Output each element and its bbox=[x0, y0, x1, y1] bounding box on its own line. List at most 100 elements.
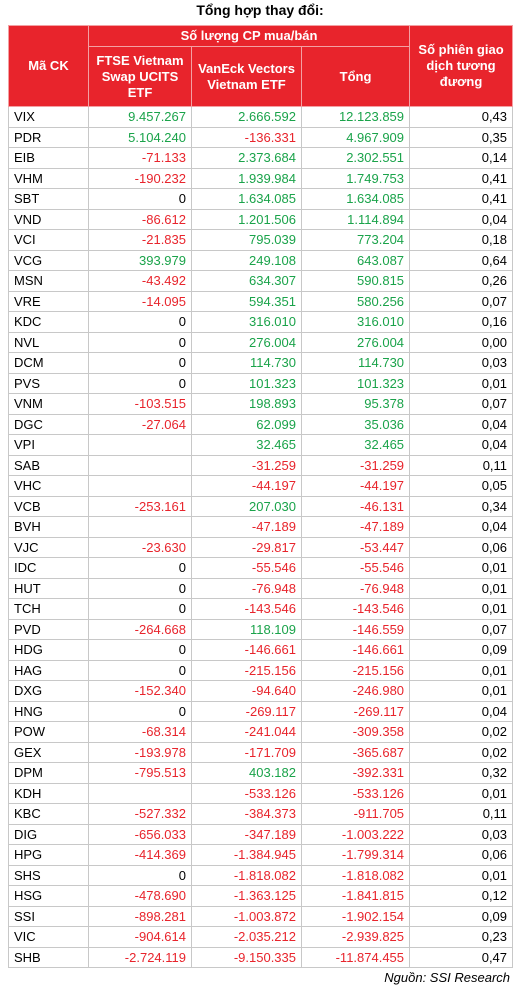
cell: 0,04 bbox=[409, 516, 514, 538]
cell: -215.156 bbox=[300, 659, 411, 681]
cell: -533.126 bbox=[300, 782, 411, 804]
cell: 0,01 bbox=[409, 372, 514, 394]
table-row: GEX -193.978 -171.709 -365.687 0,02 bbox=[8, 741, 514, 763]
cell: 0,07 bbox=[409, 393, 514, 415]
table-row: TCH 0 -143.546 -143.546 0,01 bbox=[8, 598, 514, 620]
stock-code: SHS bbox=[8, 864, 89, 886]
cell: 0,23 bbox=[409, 926, 514, 948]
table-row: VCG 393.979 249.108 643.087 0,64 bbox=[8, 249, 514, 271]
table-row: PDR 5.104.240 -136.331 4.967.909 0,35 bbox=[8, 126, 514, 148]
stock-code: IDC bbox=[8, 557, 89, 579]
cell: 1.749.753 bbox=[300, 167, 411, 189]
table-row: VNM -103.515 198.893 95.378 0,07 bbox=[8, 393, 514, 415]
cell: 0,01 bbox=[409, 782, 514, 804]
stock-code: BVH bbox=[8, 516, 89, 538]
cell: 95.378 bbox=[300, 393, 411, 415]
cell: 0,02 bbox=[409, 741, 514, 763]
cell: 590.815 bbox=[300, 270, 411, 292]
stock-code: DCM bbox=[8, 352, 89, 374]
table-row: HSG -478.690 -1.363.125 -1.841.815 0,12 bbox=[8, 885, 514, 907]
cell: 0,02 bbox=[409, 721, 514, 743]
cell: 32.465 bbox=[300, 434, 411, 456]
cell: 773.204 bbox=[300, 229, 411, 251]
cell: 0,04 bbox=[409, 208, 514, 230]
cell: -146.661 bbox=[300, 639, 411, 661]
table-row: DIG -656.033 -347.189 -1.003.222 0,03 bbox=[8, 823, 514, 845]
stock-code: VPI bbox=[8, 434, 89, 456]
stock-code: VCG bbox=[8, 249, 89, 271]
table-row: VCB -253.161 207.030 -46.131 0,34 bbox=[8, 495, 514, 517]
cell: -29.817 bbox=[191, 536, 302, 558]
cell: 0,06 bbox=[409, 844, 514, 866]
table-row: HDG 0 -146.661 -146.661 0,09 bbox=[8, 639, 514, 661]
cell: 0 bbox=[88, 659, 192, 681]
cell: 276.004 bbox=[300, 331, 411, 353]
cell: -527.332 bbox=[88, 803, 192, 825]
cell: 643.087 bbox=[300, 249, 411, 271]
cell bbox=[88, 434, 192, 456]
cell: -392.331 bbox=[300, 762, 411, 784]
cell: 0 bbox=[88, 577, 192, 599]
stock-code: HAG bbox=[8, 659, 89, 681]
cell: 0,04 bbox=[409, 434, 514, 456]
stock-code: VCI bbox=[8, 229, 89, 251]
header-ftse: FTSE Vietnam Swap UCITS ETF bbox=[88, 46, 192, 107]
table-row: VCI -21.835 795.039 773.204 0,18 bbox=[8, 229, 514, 251]
cell: -76.948 bbox=[191, 577, 302, 599]
table-row: BVH -47.189 -47.189 0,04 bbox=[8, 516, 514, 538]
table-row: IDC 0 -55.546 -55.546 0,01 bbox=[8, 557, 514, 579]
cell: 0 bbox=[88, 311, 192, 333]
cell: 5.104.240 bbox=[88, 126, 192, 148]
cell: -47.189 bbox=[191, 516, 302, 538]
cell: 0 bbox=[88, 557, 192, 579]
cell: 0,07 bbox=[409, 618, 514, 640]
cell: -146.661 bbox=[191, 639, 302, 661]
cell: 0,07 bbox=[409, 290, 514, 312]
stock-code: HSG bbox=[8, 885, 89, 907]
cell: 35.036 bbox=[300, 413, 411, 435]
stock-code: HUT bbox=[8, 577, 89, 599]
table-row: MSN -43.492 634.307 590.815 0,26 bbox=[8, 270, 514, 292]
cell: -1.841.815 bbox=[300, 885, 411, 907]
cell: -911.705 bbox=[300, 803, 411, 825]
stock-code: KBC bbox=[8, 803, 89, 825]
cell bbox=[88, 475, 192, 497]
stock-code: HNG bbox=[8, 700, 89, 722]
cell: -1.003.872 bbox=[191, 905, 302, 927]
table-body: VIX 9.457.267 2.666.592 12.123.859 0,43 PDR 5.… bbox=[8, 106, 514, 968]
cell: 0,01 bbox=[409, 598, 514, 620]
cell bbox=[88, 516, 192, 538]
stock-code: VHC bbox=[8, 475, 89, 497]
cell: 62.099 bbox=[191, 413, 302, 435]
cell: 0,09 bbox=[409, 639, 514, 661]
cell: -143.546 bbox=[300, 598, 411, 620]
cell: 0,32 bbox=[409, 762, 514, 784]
cell: 0,03 bbox=[409, 352, 514, 374]
stock-code: SHB bbox=[8, 946, 89, 968]
cell: 316.010 bbox=[191, 311, 302, 333]
cell: -1.818.082 bbox=[300, 864, 411, 886]
cell: -215.156 bbox=[191, 659, 302, 681]
cell: 0,16 bbox=[409, 311, 514, 333]
cell: 795.039 bbox=[191, 229, 302, 251]
cell: -904.614 bbox=[88, 926, 192, 948]
cell: -55.546 bbox=[191, 557, 302, 579]
cell: -23.630 bbox=[88, 536, 192, 558]
cell: 0,11 bbox=[409, 803, 514, 825]
cell: -46.131 bbox=[300, 495, 411, 517]
table-row: SHB -2.724.119 -9.150.335 -11.874.455 0,47 bbox=[8, 946, 514, 968]
cell: -21.835 bbox=[88, 229, 192, 251]
cell: 207.030 bbox=[191, 495, 302, 517]
table-row: VHC -44.197 -44.197 0,05 bbox=[8, 475, 514, 497]
stock-code: DIG bbox=[8, 823, 89, 845]
cell: -2.939.825 bbox=[300, 926, 411, 948]
cell: 0,26 bbox=[409, 270, 514, 292]
cell: -43.492 bbox=[88, 270, 192, 292]
title: Tổng hợp thay đổi: bbox=[196, 2, 324, 18]
cell: 0 bbox=[88, 331, 192, 353]
cell: 1.634.085 bbox=[300, 188, 411, 210]
stock-code: KDC bbox=[8, 311, 89, 333]
table-row: NVL 0 276.004 276.004 0,00 bbox=[8, 331, 514, 353]
cell: -1.363.125 bbox=[191, 885, 302, 907]
cell: -269.117 bbox=[300, 700, 411, 722]
